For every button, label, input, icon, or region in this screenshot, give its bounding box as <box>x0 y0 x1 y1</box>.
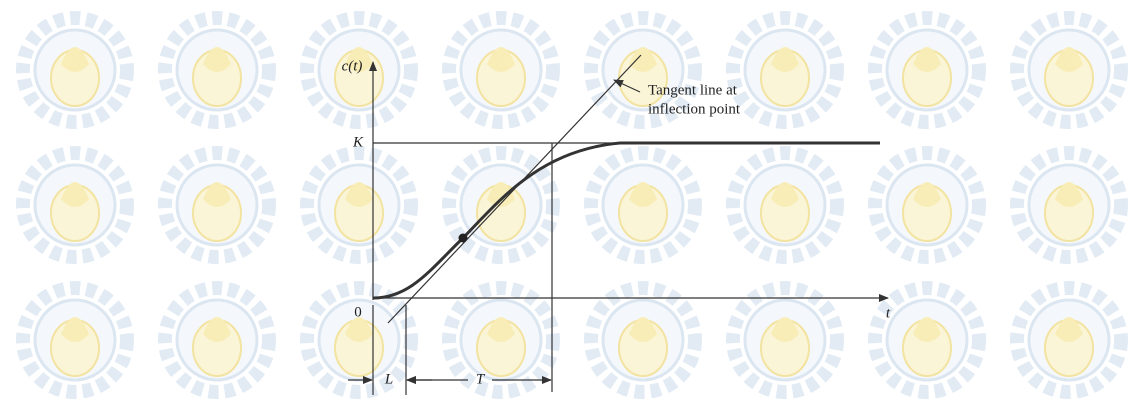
y-axis-label: c(t) <box>342 58 363 74</box>
watermark-logo <box>1017 18 1121 122</box>
annotation: inflection point <box>648 101 741 117</box>
watermark-logo <box>449 18 553 122</box>
response-curve <box>372 141 880 300</box>
watermark-logo <box>165 153 269 257</box>
watermark-logo <box>875 288 979 392</box>
watermark-logo <box>733 18 837 122</box>
annotation: Tangent line at <box>648 82 738 98</box>
watermark-logo <box>23 153 127 257</box>
x-axis-label: t <box>886 305 891 321</box>
watermark-logo <box>449 288 553 392</box>
watermark-logo <box>733 288 837 392</box>
origin-label: 0 <box>354 304 362 320</box>
level-label: K <box>352 134 364 150</box>
watermark-logo <box>307 153 411 257</box>
watermark-logo <box>875 18 979 122</box>
watermark-logo <box>875 153 979 257</box>
annotation-arrow <box>613 79 641 93</box>
watermark-logo <box>591 153 695 257</box>
watermark-logo <box>23 288 127 392</box>
watermark-logo <box>1017 288 1121 392</box>
watermark-logo <box>733 153 837 257</box>
watermark-logo <box>1017 153 1121 257</box>
time-constant-label: T <box>476 371 486 387</box>
inflection-point <box>458 233 468 243</box>
watermark-logo <box>23 18 127 122</box>
watermark-logo <box>165 18 269 122</box>
watermark-logo <box>165 288 269 392</box>
watermark-logo <box>591 288 695 392</box>
watermark <box>23 18 1121 392</box>
delay-label: L <box>384 371 393 387</box>
